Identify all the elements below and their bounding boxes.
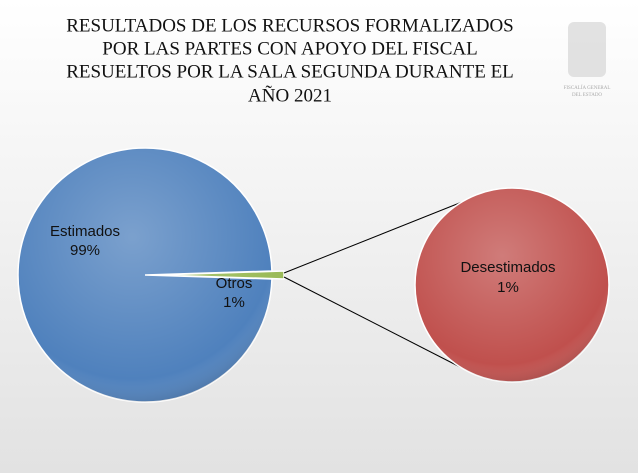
logo-text: FISCALÍA GENERAL xyxy=(564,85,611,91)
chart-title: AÑO 2021 xyxy=(248,84,332,106)
category-label: Otros xyxy=(216,275,253,292)
value-label: 1% xyxy=(497,279,519,296)
value-label: 99% xyxy=(70,242,100,259)
logo: FISCALÍA GENERAL DEL ESTADO xyxy=(564,22,611,98)
logo-emblem xyxy=(568,22,606,77)
category-label: Desestimados xyxy=(460,259,555,276)
logo-text: DEL ESTADO xyxy=(572,93,602,98)
chart-title: RESULTADOS DE LOS RECURSOS FORMALIZADOS xyxy=(66,15,514,36)
chart-title: RESUELTOS POR LA SALA SEGUNDA DURANTE EL xyxy=(66,61,514,82)
value-label: 1% xyxy=(223,294,245,311)
chart-title: POR LAS PARTES CON APOYO DEL FISCAL xyxy=(102,38,477,59)
category-label: Estimados xyxy=(50,223,120,240)
